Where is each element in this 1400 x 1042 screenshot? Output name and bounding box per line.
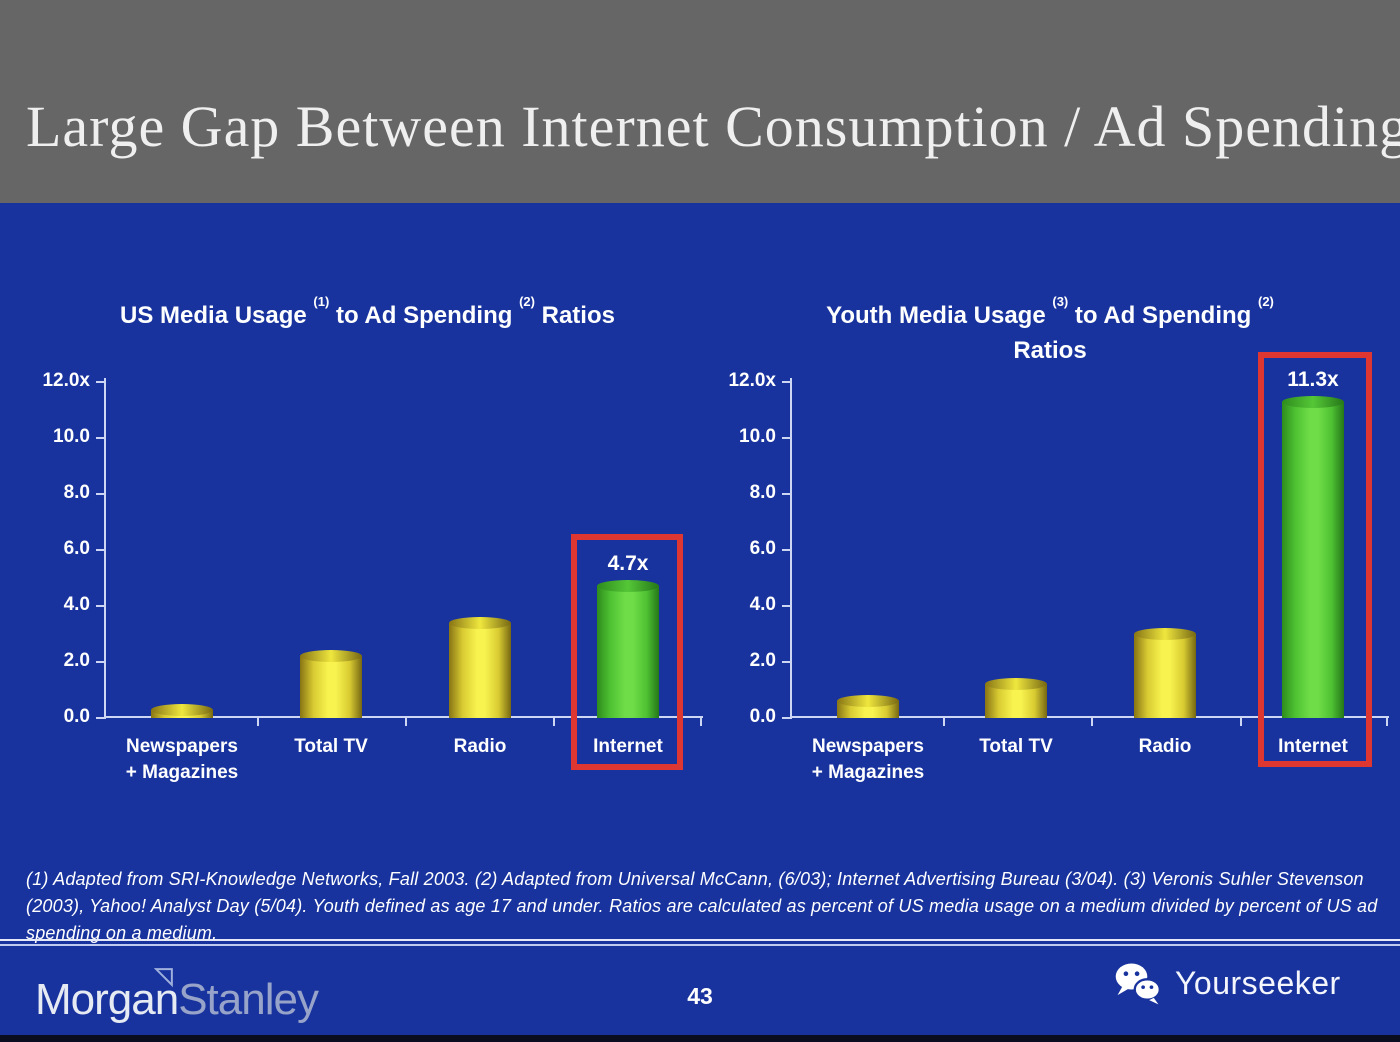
- x-tick: [1386, 718, 1388, 726]
- y-axis-line: [790, 378, 792, 718]
- y-tick-label: 8.0: [749, 482, 776, 503]
- y-tick-label: 4.0: [749, 594, 776, 615]
- y-tick-label: 2.0: [749, 650, 776, 671]
- y-axis-line: [104, 378, 106, 718]
- y-tick: [782, 661, 792, 663]
- y-tick: [782, 493, 792, 495]
- y-tick-label: 8.0: [63, 482, 90, 503]
- y-tick: [96, 381, 106, 383]
- x-tick: [257, 718, 259, 726]
- y-tick-label: 10.0: [739, 426, 776, 447]
- brand-morgan: Morgan: [35, 975, 179, 1024]
- divider-line: [0, 939, 1400, 946]
- chart-title: US Media Usage (1) to Ad Spending (2) Ra…: [120, 294, 615, 329]
- y-tick: [96, 717, 106, 719]
- slide-header: Large Gap Between Internet Consumption /…: [0, 0, 1400, 203]
- yourseeker-logo: Yourseeker: [1112, 958, 1341, 1008]
- bar-radio: [449, 617, 511, 718]
- y-tick-label: 12.0x: [728, 370, 776, 391]
- slide-title: Large Gap Between Internet Consumption /…: [26, 94, 1400, 159]
- y-tick-label: 10.0: [53, 426, 90, 447]
- y-tick: [782, 549, 792, 551]
- y-tick-label: 0.0: [749, 706, 776, 727]
- bar-newspapers-magazines: [151, 704, 213, 718]
- x-tick: [553, 718, 555, 726]
- bar-total-tv: [985, 678, 1047, 718]
- footnote: (1) Adapted from SRI-Knowledge Networks,…: [26, 869, 1378, 943]
- highlight-box: [571, 534, 683, 770]
- y-tick: [782, 381, 792, 383]
- x-tick: [943, 718, 945, 726]
- x-axis-line: [104, 716, 703, 718]
- wechat-icon: [1115, 963, 1161, 1005]
- category-label-newspapers-magazines: Newspapers + Magazines: [811, 736, 925, 783]
- brand-stanley: Stanley: [178, 975, 319, 1024]
- highlight-value: 11.3x: [1287, 368, 1339, 391]
- bar-internet: [1282, 396, 1344, 718]
- brand-yourseeker: Yourseeker: [1175, 964, 1341, 1001]
- y-tick: [96, 605, 106, 607]
- chart-title: Youth Media Usage (3) to Ad Spending (2)…: [826, 294, 1274, 364]
- bottom-strip: [0, 1035, 1400, 1042]
- y-tick-label: 2.0: [63, 650, 90, 671]
- x-tick: [1091, 718, 1093, 726]
- y-tick: [96, 437, 106, 439]
- y-tick: [96, 549, 106, 551]
- bar-newspapers-magazines: [837, 695, 899, 718]
- category-label-radio: Radio: [453, 736, 507, 757]
- category-label-total-tv: Total TV: [294, 736, 368, 757]
- category-label-radio: Radio: [1138, 736, 1192, 757]
- y-tick-label: 6.0: [749, 538, 776, 559]
- y-tick: [96, 493, 106, 495]
- category-label-internet: Internet: [593, 736, 663, 757]
- highlight-value: 4.7x: [607, 552, 649, 575]
- category-label-internet: Internet: [1278, 736, 1348, 757]
- highlight-box: [1258, 352, 1372, 767]
- triangle-flag-icon: [153, 968, 173, 988]
- x-tick: [700, 718, 702, 726]
- y-tick-label: 4.0: [63, 594, 90, 615]
- y-tick: [96, 661, 106, 663]
- category-label-total-tv: Total TV: [979, 736, 1053, 757]
- y-tick-label: 0.0: [63, 706, 90, 727]
- y-tick-label: 6.0: [63, 538, 90, 559]
- y-tick-label: 12.0x: [42, 370, 90, 391]
- x-tick: [1240, 718, 1242, 726]
- bar-total-tv: [300, 650, 362, 718]
- y-tick: [782, 717, 792, 719]
- y-tick: [782, 605, 792, 607]
- y-tick: [782, 437, 792, 439]
- x-tick: [405, 718, 407, 726]
- category-label-newspapers-magazines: Newspapers + Magazines: [125, 736, 239, 783]
- bar-radio: [1134, 628, 1196, 718]
- bar-internet: [597, 580, 659, 718]
- page-number: 43: [687, 983, 713, 1009]
- morgan-stanley-logo: MorganStanley: [35, 968, 319, 1024]
- x-axis-line: [790, 716, 1389, 718]
